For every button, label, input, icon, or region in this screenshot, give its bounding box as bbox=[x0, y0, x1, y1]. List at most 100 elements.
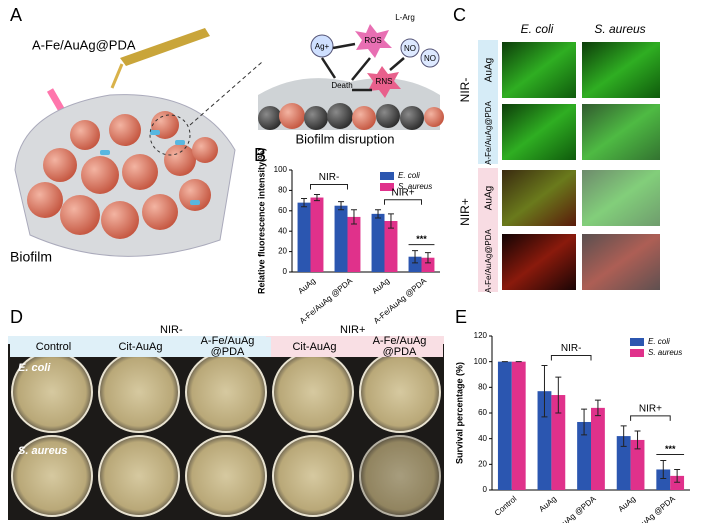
petri-dish bbox=[98, 351, 180, 433]
error-bar bbox=[387, 213, 394, 229]
no-bubble bbox=[400, 38, 420, 58]
arrows bbox=[320, 42, 405, 92]
bar bbox=[310, 197, 324, 272]
y-tick-label: 20 bbox=[478, 459, 487, 468]
zoom-line bbox=[189, 61, 263, 126]
ag-bubble bbox=[310, 34, 334, 58]
image bbox=[502, 234, 576, 290]
bracket bbox=[630, 415, 671, 421]
y-tick-label: 20 bbox=[278, 247, 287, 256]
legend-label: S. aureus bbox=[648, 348, 682, 357]
error-bar bbox=[350, 209, 357, 225]
sphere bbox=[327, 103, 353, 129]
mech-label: Death bbox=[331, 81, 352, 90]
bar bbox=[511, 361, 526, 490]
mech-label: L-Arg bbox=[395, 13, 415, 22]
error-bar bbox=[338, 201, 345, 211]
legend-label: S. aureus bbox=[398, 182, 432, 191]
bar bbox=[384, 221, 398, 272]
x-tick-label: AuAg bbox=[296, 276, 317, 295]
y-tick-label: 100 bbox=[274, 165, 288, 174]
petri-dish bbox=[359, 435, 441, 517]
column-label: Control bbox=[10, 337, 97, 357]
petri-dish bbox=[185, 435, 267, 517]
cell bbox=[109, 114, 141, 146]
x-tick-label: AuAg bbox=[370, 276, 391, 295]
ros-burst bbox=[355, 24, 392, 58]
mech-label: NO bbox=[404, 44, 416, 53]
bar bbox=[656, 469, 671, 490]
image bbox=[502, 104, 576, 160]
group-band bbox=[478, 168, 498, 292]
petri-dish bbox=[11, 435, 93, 517]
pipette bbox=[120, 28, 210, 66]
panel-label: A bbox=[10, 5, 22, 25]
y-tick-label: 40 bbox=[278, 226, 287, 235]
column-label: S. aureus bbox=[594, 22, 645, 36]
column-label: Cit-AuAg bbox=[271, 337, 358, 357]
bar bbox=[551, 395, 566, 490]
error-bar bbox=[634, 430, 641, 450]
no-bubble bbox=[420, 48, 440, 68]
bar bbox=[497, 361, 512, 490]
group-label: NIR- bbox=[458, 78, 472, 103]
zoom-circle bbox=[149, 114, 191, 156]
sphere bbox=[352, 106, 376, 130]
bar bbox=[408, 256, 422, 272]
caption: Biofilm disruption bbox=[296, 131, 395, 146]
error-bar bbox=[301, 198, 308, 208]
y-tick-label: 80 bbox=[478, 382, 487, 391]
error-bar bbox=[375, 209, 382, 219]
bar bbox=[630, 439, 645, 490]
mech-label: NO bbox=[424, 54, 436, 63]
image bbox=[582, 170, 660, 226]
column-label: A-Fe/AuAg @PDA bbox=[184, 336, 271, 358]
cell bbox=[142, 194, 178, 230]
agent-label: A-Fe/AuAg@PDA bbox=[32, 37, 136, 52]
row-label: E. coli bbox=[18, 362, 51, 374]
bar bbox=[297, 202, 311, 272]
error-bar bbox=[424, 252, 431, 264]
error-bar bbox=[555, 376, 562, 414]
bar bbox=[591, 407, 605, 490]
image bbox=[582, 104, 660, 160]
y-axis-label: Survival percentage (%) bbox=[454, 362, 464, 464]
error-bar bbox=[541, 365, 548, 418]
nanoparticle bbox=[190, 200, 200, 205]
error-bar bbox=[412, 250, 419, 264]
error-bar bbox=[674, 468, 681, 483]
panel-label: C bbox=[453, 5, 466, 25]
row-label: S. aureus bbox=[18, 445, 68, 457]
mech-label: RNS bbox=[376, 77, 393, 86]
petri-dish bbox=[98, 435, 180, 517]
biofilm-label: Biofilm bbox=[10, 249, 52, 265]
cell bbox=[43, 148, 77, 182]
petri-dish bbox=[185, 351, 267, 433]
row-label: A-Fe/AuAg@PDA bbox=[484, 100, 493, 164]
bracket bbox=[310, 183, 348, 190]
column-label: A-Fe/AuAg @PDA bbox=[356, 336, 443, 358]
petri-dish bbox=[359, 351, 441, 433]
image bbox=[502, 42, 576, 98]
cell bbox=[192, 137, 218, 163]
y-tick-label: 60 bbox=[478, 408, 487, 417]
legend-swatch bbox=[630, 338, 644, 346]
cell bbox=[122, 154, 158, 190]
bar bbox=[537, 391, 552, 490]
sphere bbox=[279, 103, 305, 129]
y-tick-label: 80 bbox=[278, 186, 287, 195]
sphere bbox=[400, 106, 424, 130]
sphere bbox=[258, 106, 282, 130]
cell bbox=[60, 195, 100, 235]
legend-label: E. coli bbox=[398, 171, 420, 180]
error-bar bbox=[660, 459, 667, 479]
bar bbox=[334, 205, 348, 272]
y-tick-label: 100 bbox=[474, 357, 488, 366]
annotation: *** bbox=[416, 234, 427, 244]
legend-swatch bbox=[380, 172, 394, 180]
y-tick-label: 120 bbox=[474, 331, 488, 340]
x-tick-label: Control bbox=[493, 494, 519, 518]
annotation: *** bbox=[665, 444, 676, 454]
